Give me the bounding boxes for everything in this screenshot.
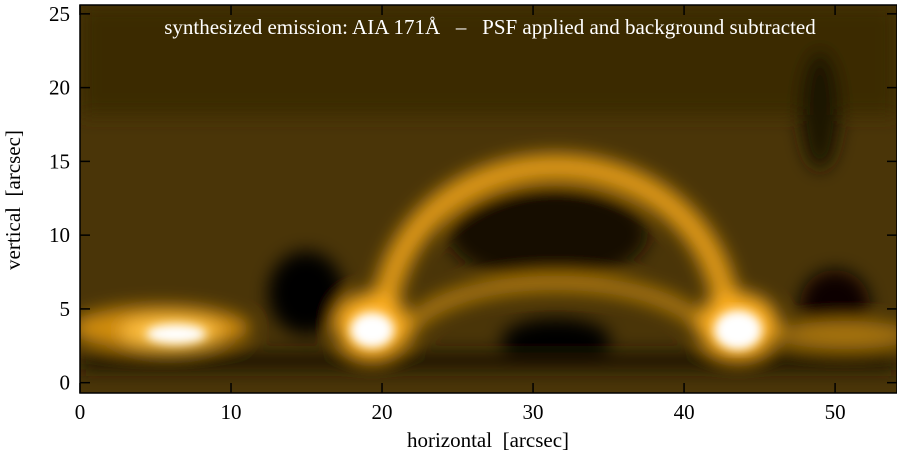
x-tick-label: 40: [674, 400, 695, 424]
y-tick-label: 0: [60, 371, 71, 395]
x-tick-label: 50: [825, 400, 846, 424]
chart-title: synthesized emission: AIA 171Å – PSF app…: [164, 15, 816, 39]
y-tick-label: 10: [49, 223, 70, 247]
y-tick-label: 20: [49, 76, 70, 100]
x-tick-label: 10: [221, 400, 242, 424]
x-tick-label: 30: [523, 400, 544, 424]
y-tick-label: 25: [49, 2, 70, 26]
x-tick-label: 0: [75, 400, 86, 424]
y-axis-label: vertical [arcsec]: [1, 130, 25, 270]
emission-image: [80, 5, 897, 393]
plot-frame: [79, 4, 897, 394]
x-tick-label: 20: [372, 400, 393, 424]
y-tick-label: 5: [60, 297, 71, 321]
x-axis-label: horizontal [arcsec]: [407, 428, 569, 452]
y-tick-label: 15: [49, 149, 70, 173]
